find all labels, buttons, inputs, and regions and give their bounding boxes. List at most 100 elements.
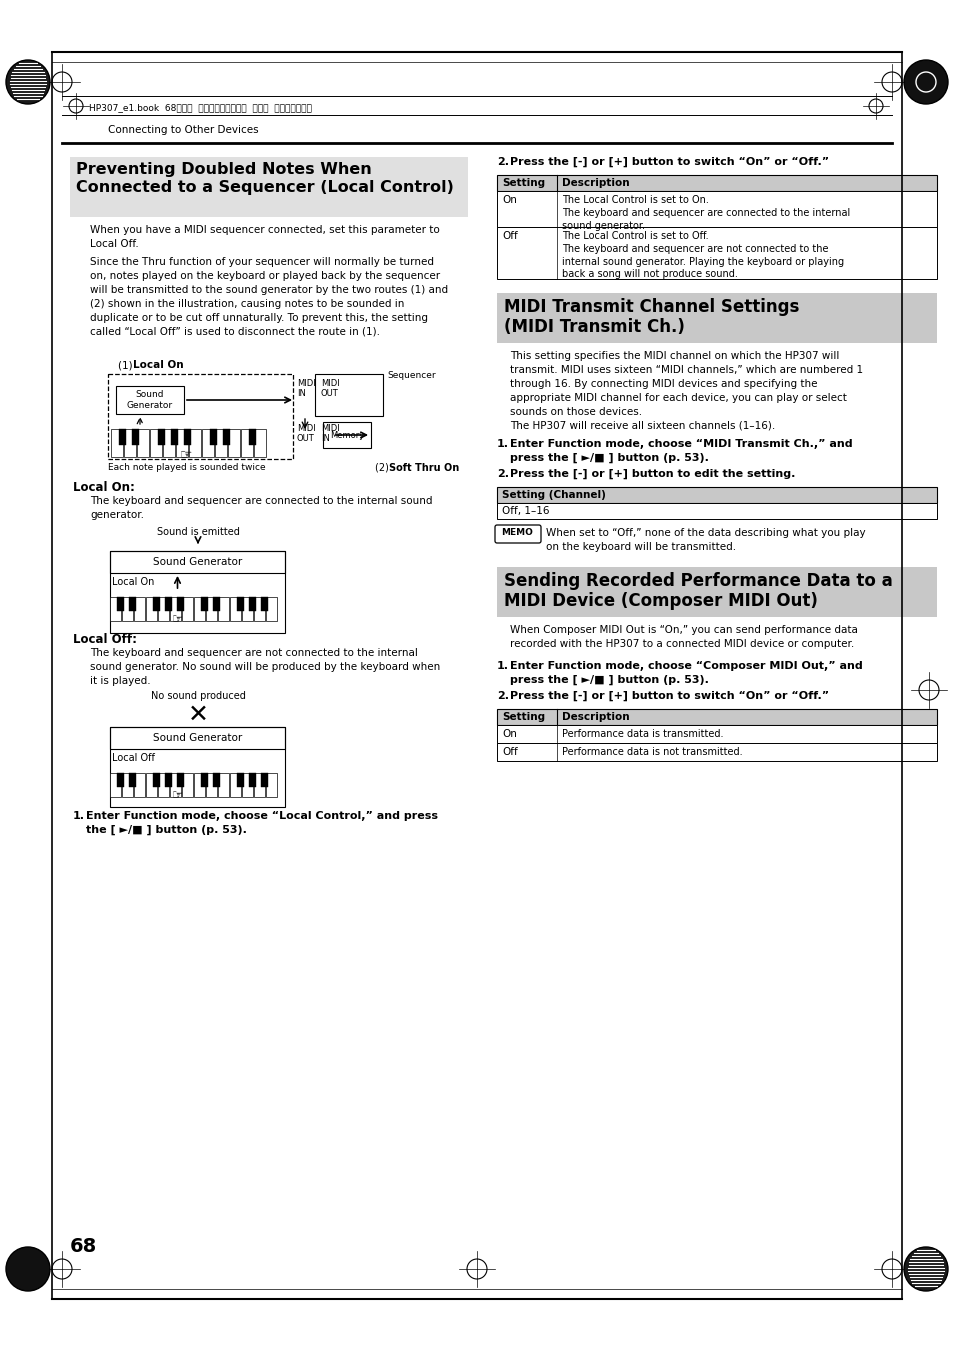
Bar	[170, 597, 181, 621]
Text: 1.: 1.	[497, 439, 509, 449]
Text: Press the [-] or [+] button to switch “On” or “Off.”: Press the [-] or [+] button to switch “O…	[510, 690, 828, 701]
Bar	[261, 597, 268, 611]
Text: (MIDI Transmit Ch.): (MIDI Transmit Ch.)	[503, 317, 684, 336]
Bar	[193, 773, 205, 797]
Bar	[110, 773, 121, 797]
Bar	[119, 430, 126, 444]
Text: 1.: 1.	[73, 811, 85, 821]
Text: MEMO: MEMO	[500, 528, 533, 536]
Circle shape	[903, 59, 947, 104]
Bar	[497, 725, 936, 743]
Text: HP307_e1.book  68ページ  ２０１０年１朎４日  月曜日  午後５時３９分: HP307_e1.book 68ページ ２０１０年１朎４日 月曜日 午後５時３９…	[89, 104, 312, 112]
Bar	[213, 773, 220, 788]
Bar	[314, 374, 382, 416]
Text: Enter Function mode, choose “Composer MIDI Out,” and
press the [ ►/■ ] button (p: Enter Function mode, choose “Composer MI…	[510, 661, 862, 685]
Bar	[129, 597, 136, 611]
Bar	[249, 430, 255, 444]
Bar	[117, 773, 124, 788]
Bar	[218, 597, 229, 621]
Text: Off: Off	[501, 231, 517, 240]
Bar	[214, 430, 227, 457]
Text: ✕: ✕	[188, 703, 209, 727]
Text: 1.: 1.	[497, 661, 509, 671]
Text: MIDI
OUT: MIDI OUT	[320, 380, 339, 399]
Bar	[122, 773, 132, 797]
Bar	[177, 773, 184, 788]
Text: When Composer MIDI Out is “On,” you can send performance data
recorded with the : When Composer MIDI Out is “On,” you can …	[510, 626, 857, 648]
Bar	[201, 773, 208, 788]
Text: (1): (1)	[118, 359, 139, 370]
Text: Preventing Doubled Notes When: Preventing Doubled Notes When	[76, 162, 372, 177]
Text: Since the Thru function of your sequencer will normally be turned
on, notes play: Since the Thru function of your sequence…	[90, 257, 448, 336]
Bar	[223, 430, 230, 444]
Text: ☞: ☞	[172, 613, 183, 626]
Bar	[497, 293, 936, 343]
Bar	[228, 430, 240, 457]
Bar	[110, 727, 285, 748]
Bar	[132, 430, 139, 444]
Text: Sound
Generator: Sound Generator	[127, 390, 172, 411]
Text: Local Off:: Local Off:	[73, 634, 137, 646]
Text: The keyboard and sequencer are not connected to the internal
sound generator. No: The keyboard and sequencer are not conne…	[90, 648, 439, 686]
Bar	[230, 597, 241, 621]
Text: Enter Function mode, choose “Local Control,” and press
the [ ►/■ ] button (p. 53: Enter Function mode, choose “Local Contr…	[86, 811, 437, 835]
Bar	[242, 773, 253, 797]
Bar	[150, 430, 162, 457]
Bar	[170, 773, 181, 797]
Text: 2.: 2.	[497, 157, 509, 168]
Bar	[146, 773, 157, 797]
Bar	[124, 430, 136, 457]
Bar	[497, 709, 936, 725]
Bar	[117, 597, 124, 611]
Bar	[206, 773, 216, 797]
Bar	[146, 597, 157, 621]
Bar	[497, 190, 936, 227]
Bar	[253, 597, 265, 621]
Text: Local On: Local On	[112, 577, 154, 586]
Bar	[133, 597, 145, 621]
Text: Enter Function mode, choose “MIDI Transmit Ch.,” and
press the [ ►/■ ] button (p: Enter Function mode, choose “MIDI Transm…	[510, 439, 852, 463]
Text: The HP307 will receive all sixteen channels (1–16).: The HP307 will receive all sixteen chann…	[510, 422, 775, 431]
Circle shape	[903, 1247, 947, 1292]
Bar	[182, 597, 193, 621]
Bar	[137, 430, 149, 457]
FancyBboxPatch shape	[495, 526, 540, 543]
Bar	[201, 597, 208, 611]
Bar	[497, 503, 936, 519]
Text: When set to “Off,” none of the data describing what you play
on the keyboard wil: When set to “Off,” none of the data desc…	[545, 528, 864, 553]
Bar	[497, 567, 936, 617]
Text: The Local Control is set to Off.
The keyboard and sequencer are not connected to: The Local Control is set to Off. The key…	[561, 231, 843, 280]
Text: No sound produced: No sound produced	[151, 690, 245, 701]
Bar	[189, 430, 201, 457]
Bar	[497, 176, 936, 190]
Text: 2.: 2.	[497, 469, 509, 480]
Text: MIDI Transmit Channel Settings: MIDI Transmit Channel Settings	[503, 299, 799, 316]
Bar	[213, 597, 220, 611]
Bar	[129, 773, 136, 788]
Bar	[171, 430, 178, 444]
Bar	[122, 597, 132, 621]
Bar	[249, 597, 255, 611]
Bar	[241, 430, 253, 457]
Bar	[111, 430, 123, 457]
Circle shape	[6, 1247, 50, 1292]
Text: Local Off: Local Off	[112, 753, 154, 763]
Bar	[177, 597, 184, 611]
Text: Local On:: Local On:	[73, 481, 134, 494]
Text: Each note played is sounded twice: Each note played is sounded twice	[108, 463, 265, 471]
Bar	[158, 430, 165, 444]
Bar	[253, 430, 266, 457]
Text: The keyboard and sequencer are connected to the internal sound
generator.: The keyboard and sequencer are connected…	[90, 496, 432, 520]
Bar	[110, 727, 285, 807]
Text: Performance data is not transmitted.: Performance data is not transmitted.	[561, 747, 741, 757]
Text: MIDI
IN: MIDI IN	[320, 424, 339, 443]
Text: (2): (2)	[375, 463, 395, 473]
Text: Sound is emitted: Sound is emitted	[156, 527, 239, 536]
Bar	[218, 773, 229, 797]
Text: 68: 68	[70, 1238, 97, 1256]
Text: ☞: ☞	[172, 789, 183, 802]
Text: This setting specifies the MIDI channel on which the HP307 will
transmit. MIDI u: This setting specifies the MIDI channel …	[510, 351, 862, 417]
Text: MIDI
IN: MIDI IN	[296, 380, 315, 399]
Bar	[70, 157, 468, 218]
Bar	[152, 773, 160, 788]
